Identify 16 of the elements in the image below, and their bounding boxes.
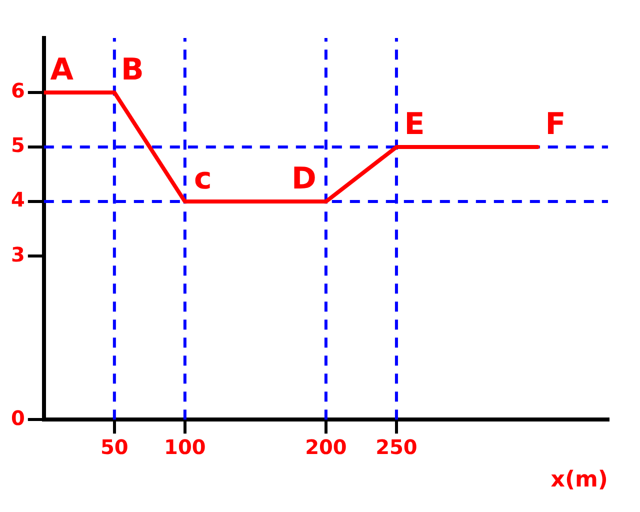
- x-tick-label: 200: [305, 434, 347, 459]
- annotation: c: [194, 161, 212, 196]
- x-axis-title: x(m): [550, 468, 608, 493]
- annotation: D: [292, 161, 316, 196]
- x-tick-label: 250: [376, 434, 418, 459]
- annotation: F: [545, 106, 566, 142]
- x-tick-label: 50: [100, 434, 128, 459]
- annotation: A: [50, 52, 74, 88]
- annotation: E: [404, 106, 425, 142]
- y-tick-label: 4: [10, 188, 25, 212]
- x-tick-label: 100: [164, 434, 206, 459]
- annotation: B: [120, 52, 144, 88]
- y-tick-label: 6: [10, 78, 25, 103]
- y-tick-label: 0: [10, 406, 25, 430]
- y-tick-label: 3: [10, 242, 25, 266]
- y-tick-label: 5: [10, 133, 25, 158]
